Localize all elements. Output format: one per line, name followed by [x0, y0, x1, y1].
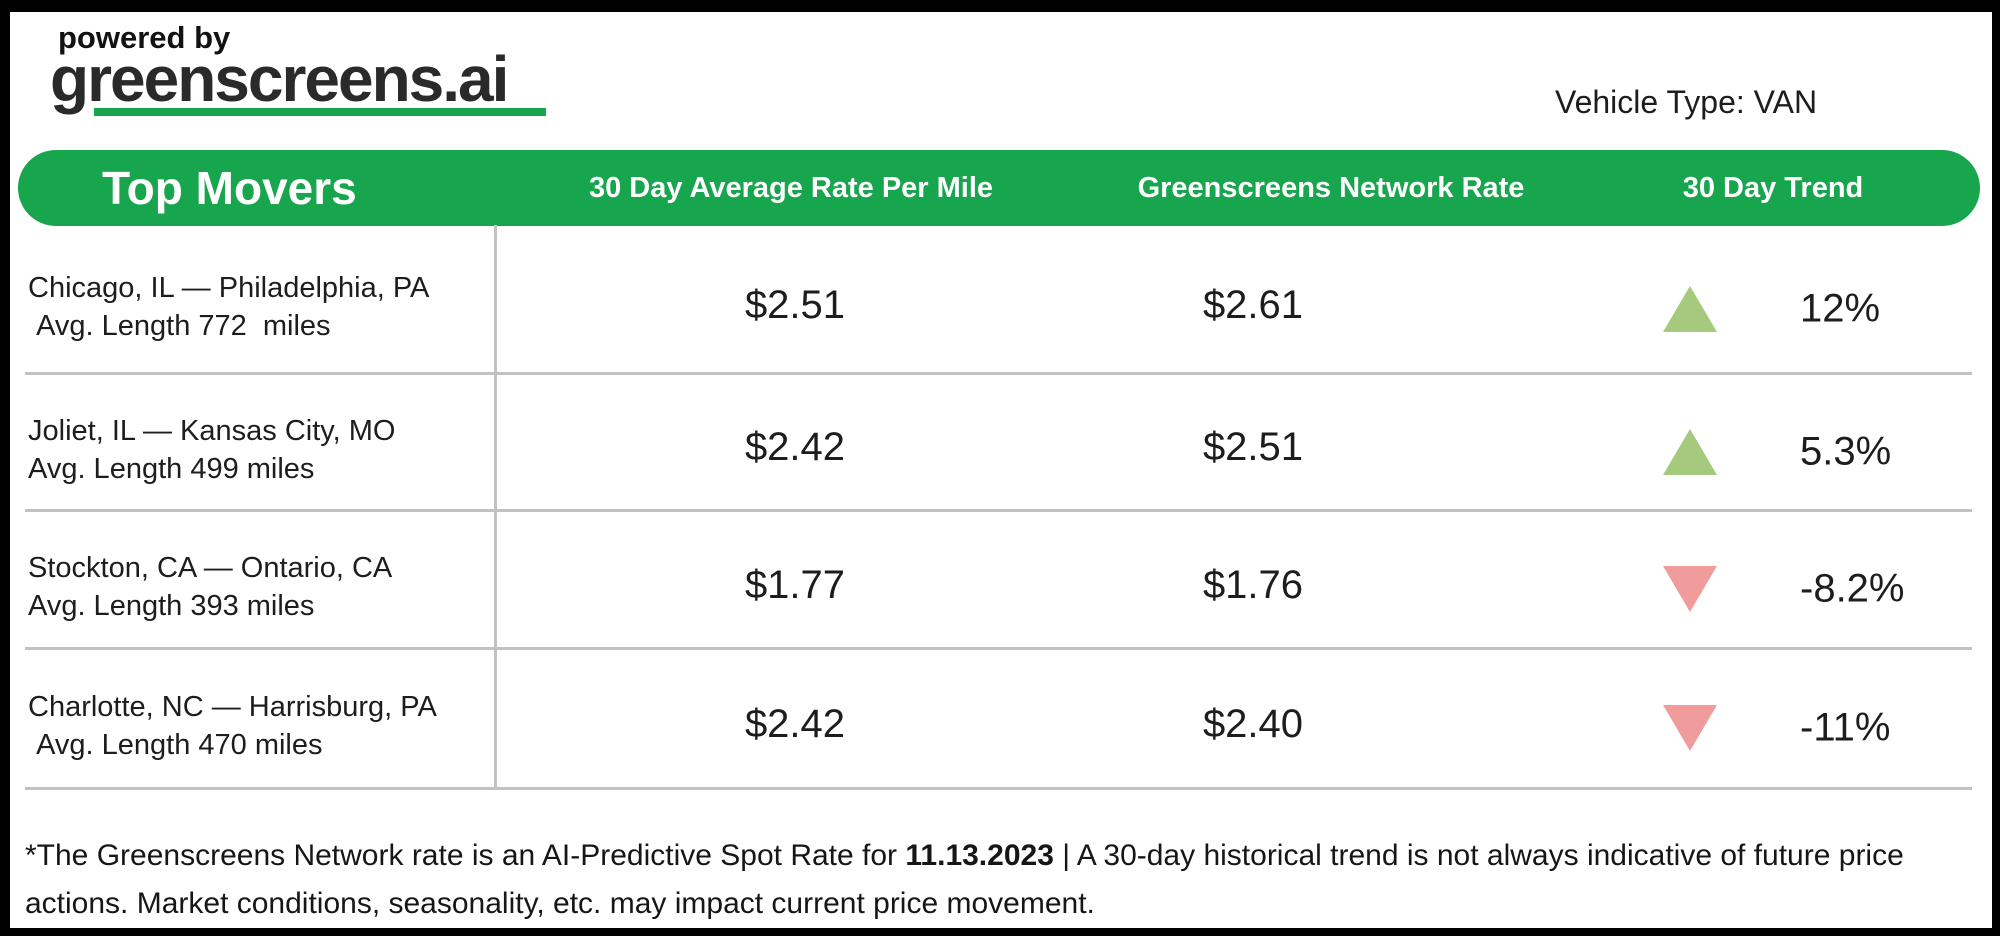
trend-cell: 5.3% [1410, 373, 1992, 510]
trend-cell: -8.2% [1410, 510, 1992, 648]
network-rate-value: $2.51 [1202, 425, 1304, 469]
rate-per-mile-value: $2.42 [744, 425, 846, 469]
table-row: Stockton, CA — Ontario, CA Avg. Length 3… [10, 510, 1992, 650]
lane-avg-length: Avg. Length 772 miles [28, 310, 331, 342]
table-row: Chicago, IL — Philadelphia, PA Avg. Leng… [10, 225, 1992, 375]
lane-cell: Chicago, IL — Philadelphia, PA Avg. Leng… [10, 225, 494, 373]
lane-cell: Joliet, IL — Kansas City, MO Avg. Length… [10, 373, 494, 510]
lane-avg-length: Avg. Length 470 miles [28, 729, 323, 761]
logo-underline [94, 108, 546, 116]
lane-route: Stockton, CA — Ontario, CA [28, 552, 393, 584]
trend-cell: 12% [1410, 225, 1992, 373]
lane-cell: Charlotte, NC — Harrisburg, PA Avg. Leng… [10, 648, 494, 788]
network-rate-value: $2.40 [1202, 701, 1304, 746]
table-header-bar: Top Movers 30 Day Average Rate Per Mile … [18, 150, 1980, 226]
rate-per-mile-value: $2.42 [744, 701, 846, 746]
network-rate-value: $1.76 [1202, 562, 1304, 607]
rate-per-mile-value: $2.51 [744, 282, 846, 327]
trend-percent: -8.2% [1800, 566, 1905, 611]
rate-per-mile-value: $1.77 [744, 562, 846, 607]
footnote: *The Greenscreens Network rate is an AI-… [25, 832, 1985, 928]
network-rate-value: $2.61 [1202, 282, 1304, 327]
greenscreens-logo: greenscreens.ai [50, 43, 509, 115]
table-row: Joliet, IL — Kansas City, MO Avg. Length… [10, 373, 1992, 512]
powered-by-label: powered by [58, 20, 231, 55]
trend-percent: -11% [1800, 705, 1891, 750]
trend-up-icon [1663, 428, 1717, 475]
trend-percent: 5.3% [1800, 429, 1892, 473]
trend-down-icon [1663, 705, 1717, 751]
content-panel: powered by greenscreens.ai Vehicle Type:… [10, 12, 1992, 928]
column-divider [494, 225, 497, 788]
footnote-text-after-date: | A 30-day historical trend is not alway… [25, 839, 1904, 920]
lane-cell: Stockton, CA — Ontario, CA Avg. Length 3… [10, 510, 494, 648]
trend-cell: -11% [1410, 648, 1992, 788]
trend-up-icon [1663, 286, 1717, 332]
table-body: Chicago, IL — Philadelphia, PA Avg. Leng… [10, 225, 1992, 790]
vehicle-type-label: Vehicle Type: VAN [1555, 84, 1818, 120]
lane-route: Joliet, IL — Kansas City, MO [28, 414, 396, 447]
lane-route: Charlotte, NC — Harrisburg, PA [28, 691, 437, 723]
table-row: Charlotte, NC — Harrisburg, PA Avg. Leng… [10, 648, 1992, 790]
trend-percent: 12% [1800, 286, 1881, 331]
footnote-date: 11.13.2023 [905, 839, 1054, 872]
lane-avg-length: Avg. Length 499 miles [28, 452, 315, 485]
column-header-network-rate: Greenscreens Network Rate [1137, 171, 1525, 204]
lane-route: Chicago, IL — Philadelphia, PA [28, 272, 430, 304]
lane-avg-length: Avg. Length 393 miles [28, 590, 315, 622]
table-title: Top Movers [102, 162, 357, 214]
footnote-text-before-date: *The Greenscreens Network rate is an AI-… [25, 839, 906, 872]
column-header-trend: 30 Day Trend [1682, 171, 1864, 204]
column-header-rate-per-mile: 30 Day Average Rate Per Mile [588, 171, 994, 204]
trend-down-icon [1663, 566, 1717, 612]
